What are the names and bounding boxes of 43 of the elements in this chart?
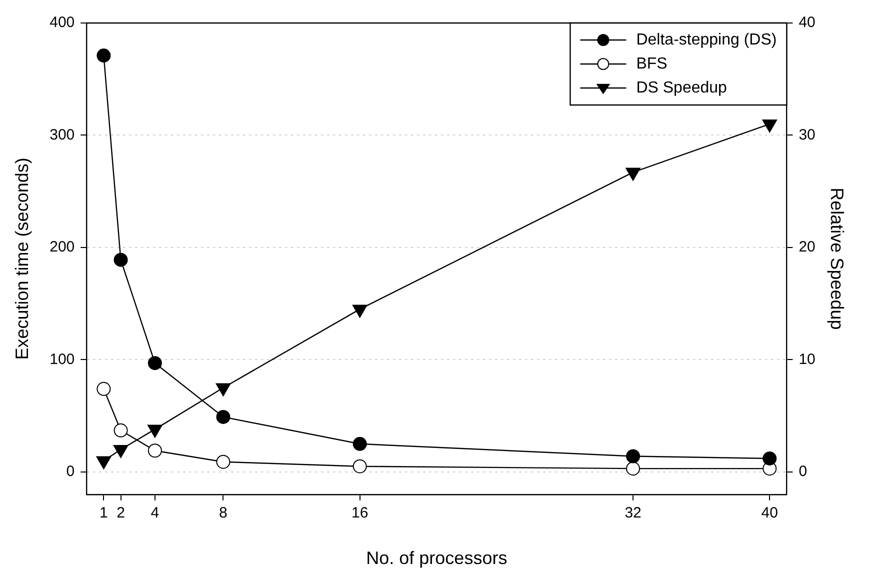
x-axis-title: No. of processors <box>366 548 508 568</box>
y-tick-label: 100 <box>50 350 75 368</box>
x-tick-label: 8 <box>219 504 228 522</box>
point <box>216 454 230 469</box>
y-axis-title: Execution time (seconds) <box>12 158 32 360</box>
point <box>626 462 640 476</box>
y-tick-label: 300 <box>50 126 75 144</box>
x-tick-label: 32 <box>624 504 642 522</box>
point <box>352 436 367 451</box>
point <box>96 48 111 63</box>
legend-label: DS Speedup <box>636 79 728 96</box>
point <box>352 459 367 474</box>
point <box>762 120 778 133</box>
point <box>96 456 112 470</box>
x-tick-label: 1 <box>100 504 108 522</box>
y2-axis-title: Relative Speedup <box>827 188 848 330</box>
point <box>762 451 777 466</box>
point <box>148 444 162 458</box>
point <box>216 410 230 424</box>
y-tick-label: 400 <box>50 14 75 32</box>
point <box>352 304 368 318</box>
y-tick-label: 200 <box>50 238 75 256</box>
legend-label: Delta-stepping (DS) <box>636 31 777 48</box>
point <box>626 168 640 181</box>
point <box>96 382 111 396</box>
point <box>216 383 231 396</box>
point <box>148 424 162 438</box>
x-tick-label: 16 <box>351 504 368 522</box>
point <box>114 423 128 438</box>
x-tick-label: 2 <box>116 504 125 522</box>
point <box>113 445 128 458</box>
y-tick-label: 0 <box>66 463 75 480</box>
y2-tick-label: 40 <box>798 14 816 32</box>
y2-tick-label: 10 <box>798 350 816 368</box>
point <box>114 252 128 267</box>
x-tick-label: 4 <box>150 504 160 522</box>
x-tick-label: 40 <box>761 504 778 522</box>
point <box>626 449 640 464</box>
y2-tick-label: 30 <box>798 126 816 144</box>
y2-tick-label: 20 <box>798 238 816 256</box>
point <box>148 356 162 370</box>
legend-label: BFS <box>636 55 668 72</box>
y2-tick-label: 0 <box>798 463 808 480</box>
